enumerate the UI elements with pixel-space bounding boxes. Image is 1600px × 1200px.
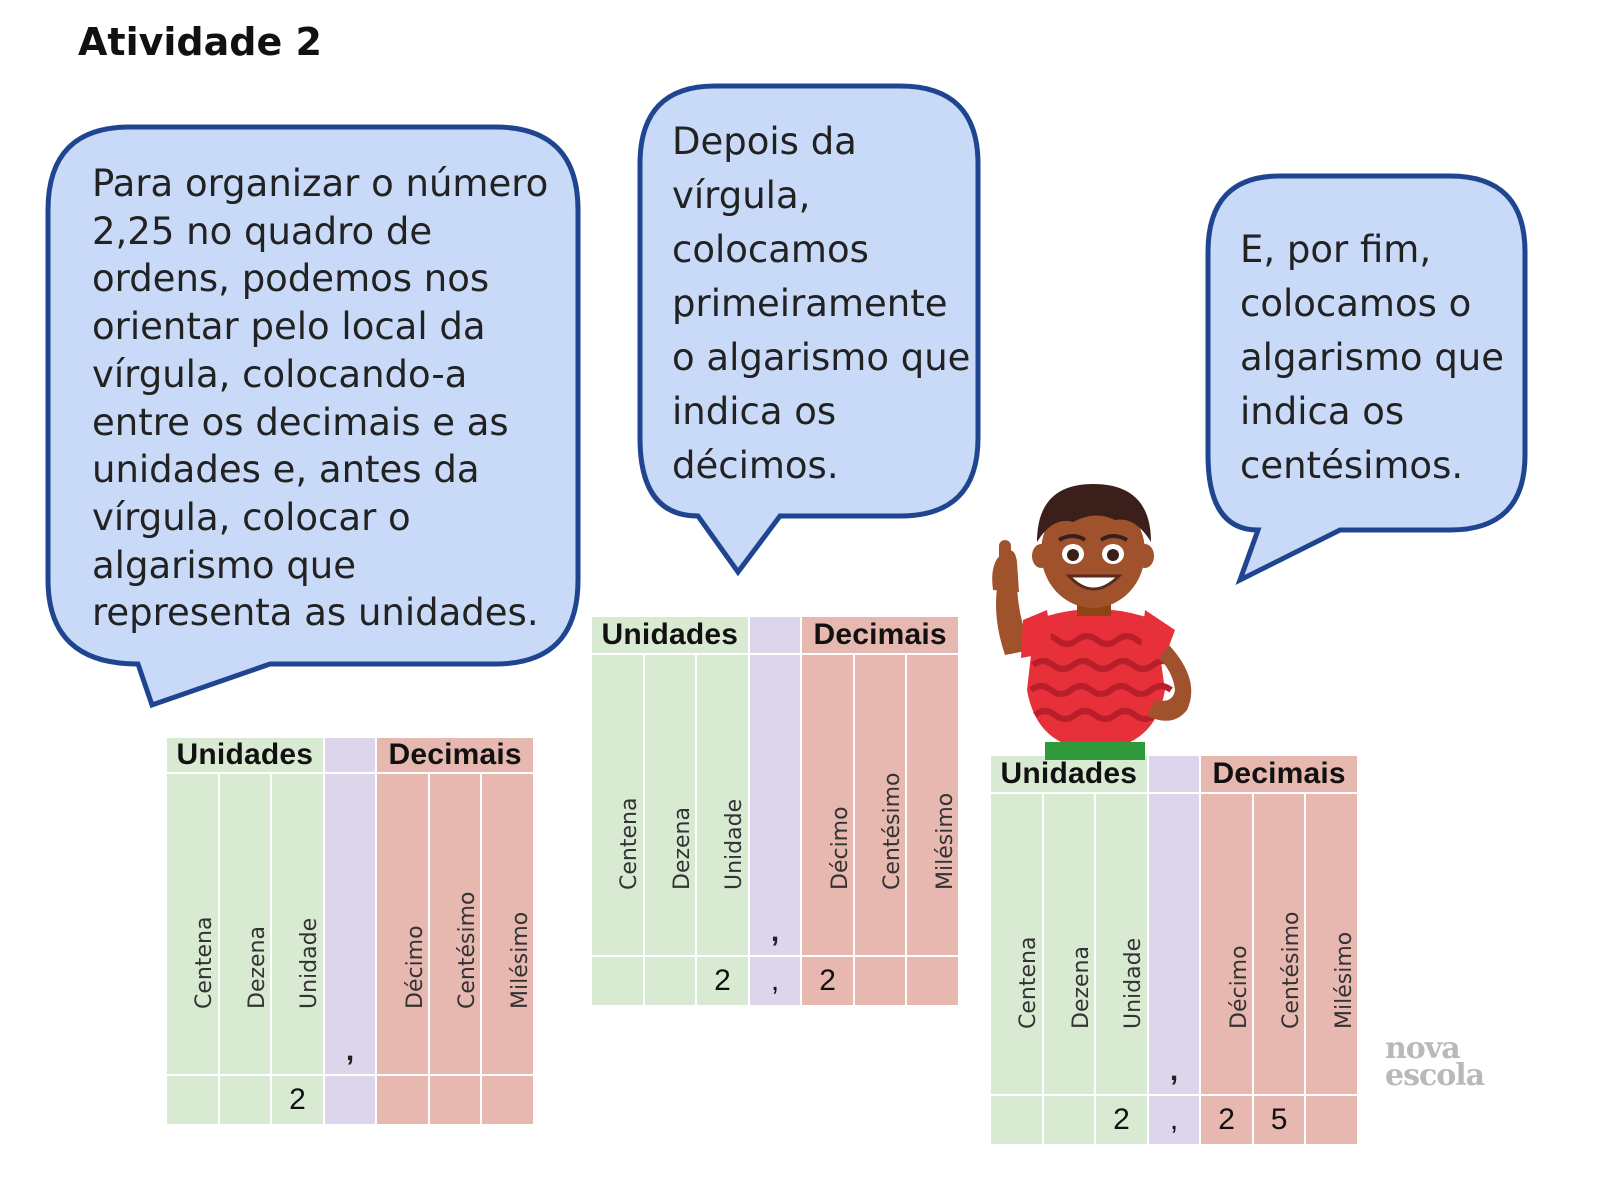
value-cell-comma (324, 1076, 378, 1126)
value-cell-unidade: 2 (272, 1076, 325, 1126)
column-label-centesimo: Centésimo (854, 655, 908, 957)
column-label-dezena: Dezena (644, 655, 698, 957)
header-decimais: Decimais (802, 617, 960, 655)
column-label-comma: , (749, 655, 803, 957)
column-label-dezena: Dezena (1043, 794, 1097, 1096)
column-label-centesimo: Centésimo (429, 774, 483, 1076)
header-decimais: Decimais (1201, 756, 1359, 794)
value-cell-milesimo (482, 1076, 535, 1126)
value-cell-milesimo (1306, 1096, 1359, 1146)
value-cell-decimo: 2 (1201, 1096, 1254, 1146)
column-label-decimo: Décimo (802, 655, 855, 957)
place-value-board-2: Unidades Decimais Centena Dezena Unidade… (592, 617, 960, 1007)
header-comma (324, 738, 378, 774)
value-cell-centena (167, 1076, 220, 1126)
value-cell-unidade: 2 (697, 957, 750, 1007)
speech-bubble-1 (45, 124, 581, 709)
logo-line-2: escola (1385, 1058, 1485, 1093)
value-cell-centena (592, 957, 645, 1007)
value-cell-unidade: 2 (1096, 1096, 1149, 1146)
value-cell-centena (991, 1096, 1044, 1146)
column-label-milesimo: Milésimo (907, 655, 960, 957)
value-cell-dezena (644, 957, 698, 1007)
column-label-unidade: Unidade (697, 655, 750, 957)
place-value-board-3: Unidades Decimais Centena Dezena Unidade… (991, 756, 1359, 1146)
header-unidades: Unidades (167, 738, 325, 774)
column-label-unidade: Unidade (272, 774, 325, 1076)
column-label-comma: , (324, 774, 378, 1076)
column-label-centena: Centena (167, 774, 220, 1076)
bubble-text-2: Depois da vírgula, colocamos primeiramen… (672, 120, 971, 488)
header-decimais: Decimais (377, 738, 535, 774)
column-label-milesimo: Milésimo (482, 774, 535, 1076)
value-cell-milesimo (907, 957, 960, 1007)
value-cell-comma: , (749, 957, 803, 1007)
bubble-text-3: E, por fim, colocamos o algarismo que in… (1240, 228, 1505, 488)
header-unidades: Unidades (592, 617, 750, 655)
boy-character-illustration (992, 484, 1192, 760)
bubble-text-1: Para organizar o número 2,25 no quadro d… (92, 162, 549, 635)
column-label-centesimo: Centésimo (1253, 794, 1307, 1096)
value-cell-centesimo (854, 957, 908, 1007)
page-title: Atividade 2 (78, 20, 322, 64)
column-label-centena: Centena (592, 655, 645, 957)
place-value-board-1: Unidades Decimais Centena Dezena Unidade… (167, 738, 535, 1126)
column-label-dezena: Dezena (219, 774, 273, 1076)
nova-escola-logo: nova escola (1385, 1031, 1485, 1093)
value-cell-centesimo (429, 1076, 483, 1126)
column-label-decimo: Décimo (377, 774, 430, 1076)
column-label-decimo: Décimo (1201, 794, 1254, 1096)
logo-line-1: nova (1385, 1031, 1461, 1066)
value-cell-comma: , (1148, 1096, 1202, 1146)
header-unidades: Unidades (991, 756, 1149, 794)
column-label-comma: , (1148, 794, 1202, 1096)
value-cell-centesimo: 5 (1253, 1096, 1307, 1146)
speech-bubble-2 (637, 83, 981, 577)
column-label-milesimo: Milésimo (1306, 794, 1359, 1096)
speech-bubble-3 (1205, 173, 1528, 586)
column-label-unidade: Unidade (1096, 794, 1149, 1096)
value-cell-decimo: 2 (802, 957, 855, 1007)
value-cell-dezena (219, 1076, 273, 1126)
value-cell-decimo (377, 1076, 430, 1126)
header-comma (749, 617, 803, 655)
value-cell-dezena (1043, 1096, 1097, 1146)
column-label-centena: Centena (991, 794, 1044, 1096)
header-comma (1148, 756, 1202, 794)
